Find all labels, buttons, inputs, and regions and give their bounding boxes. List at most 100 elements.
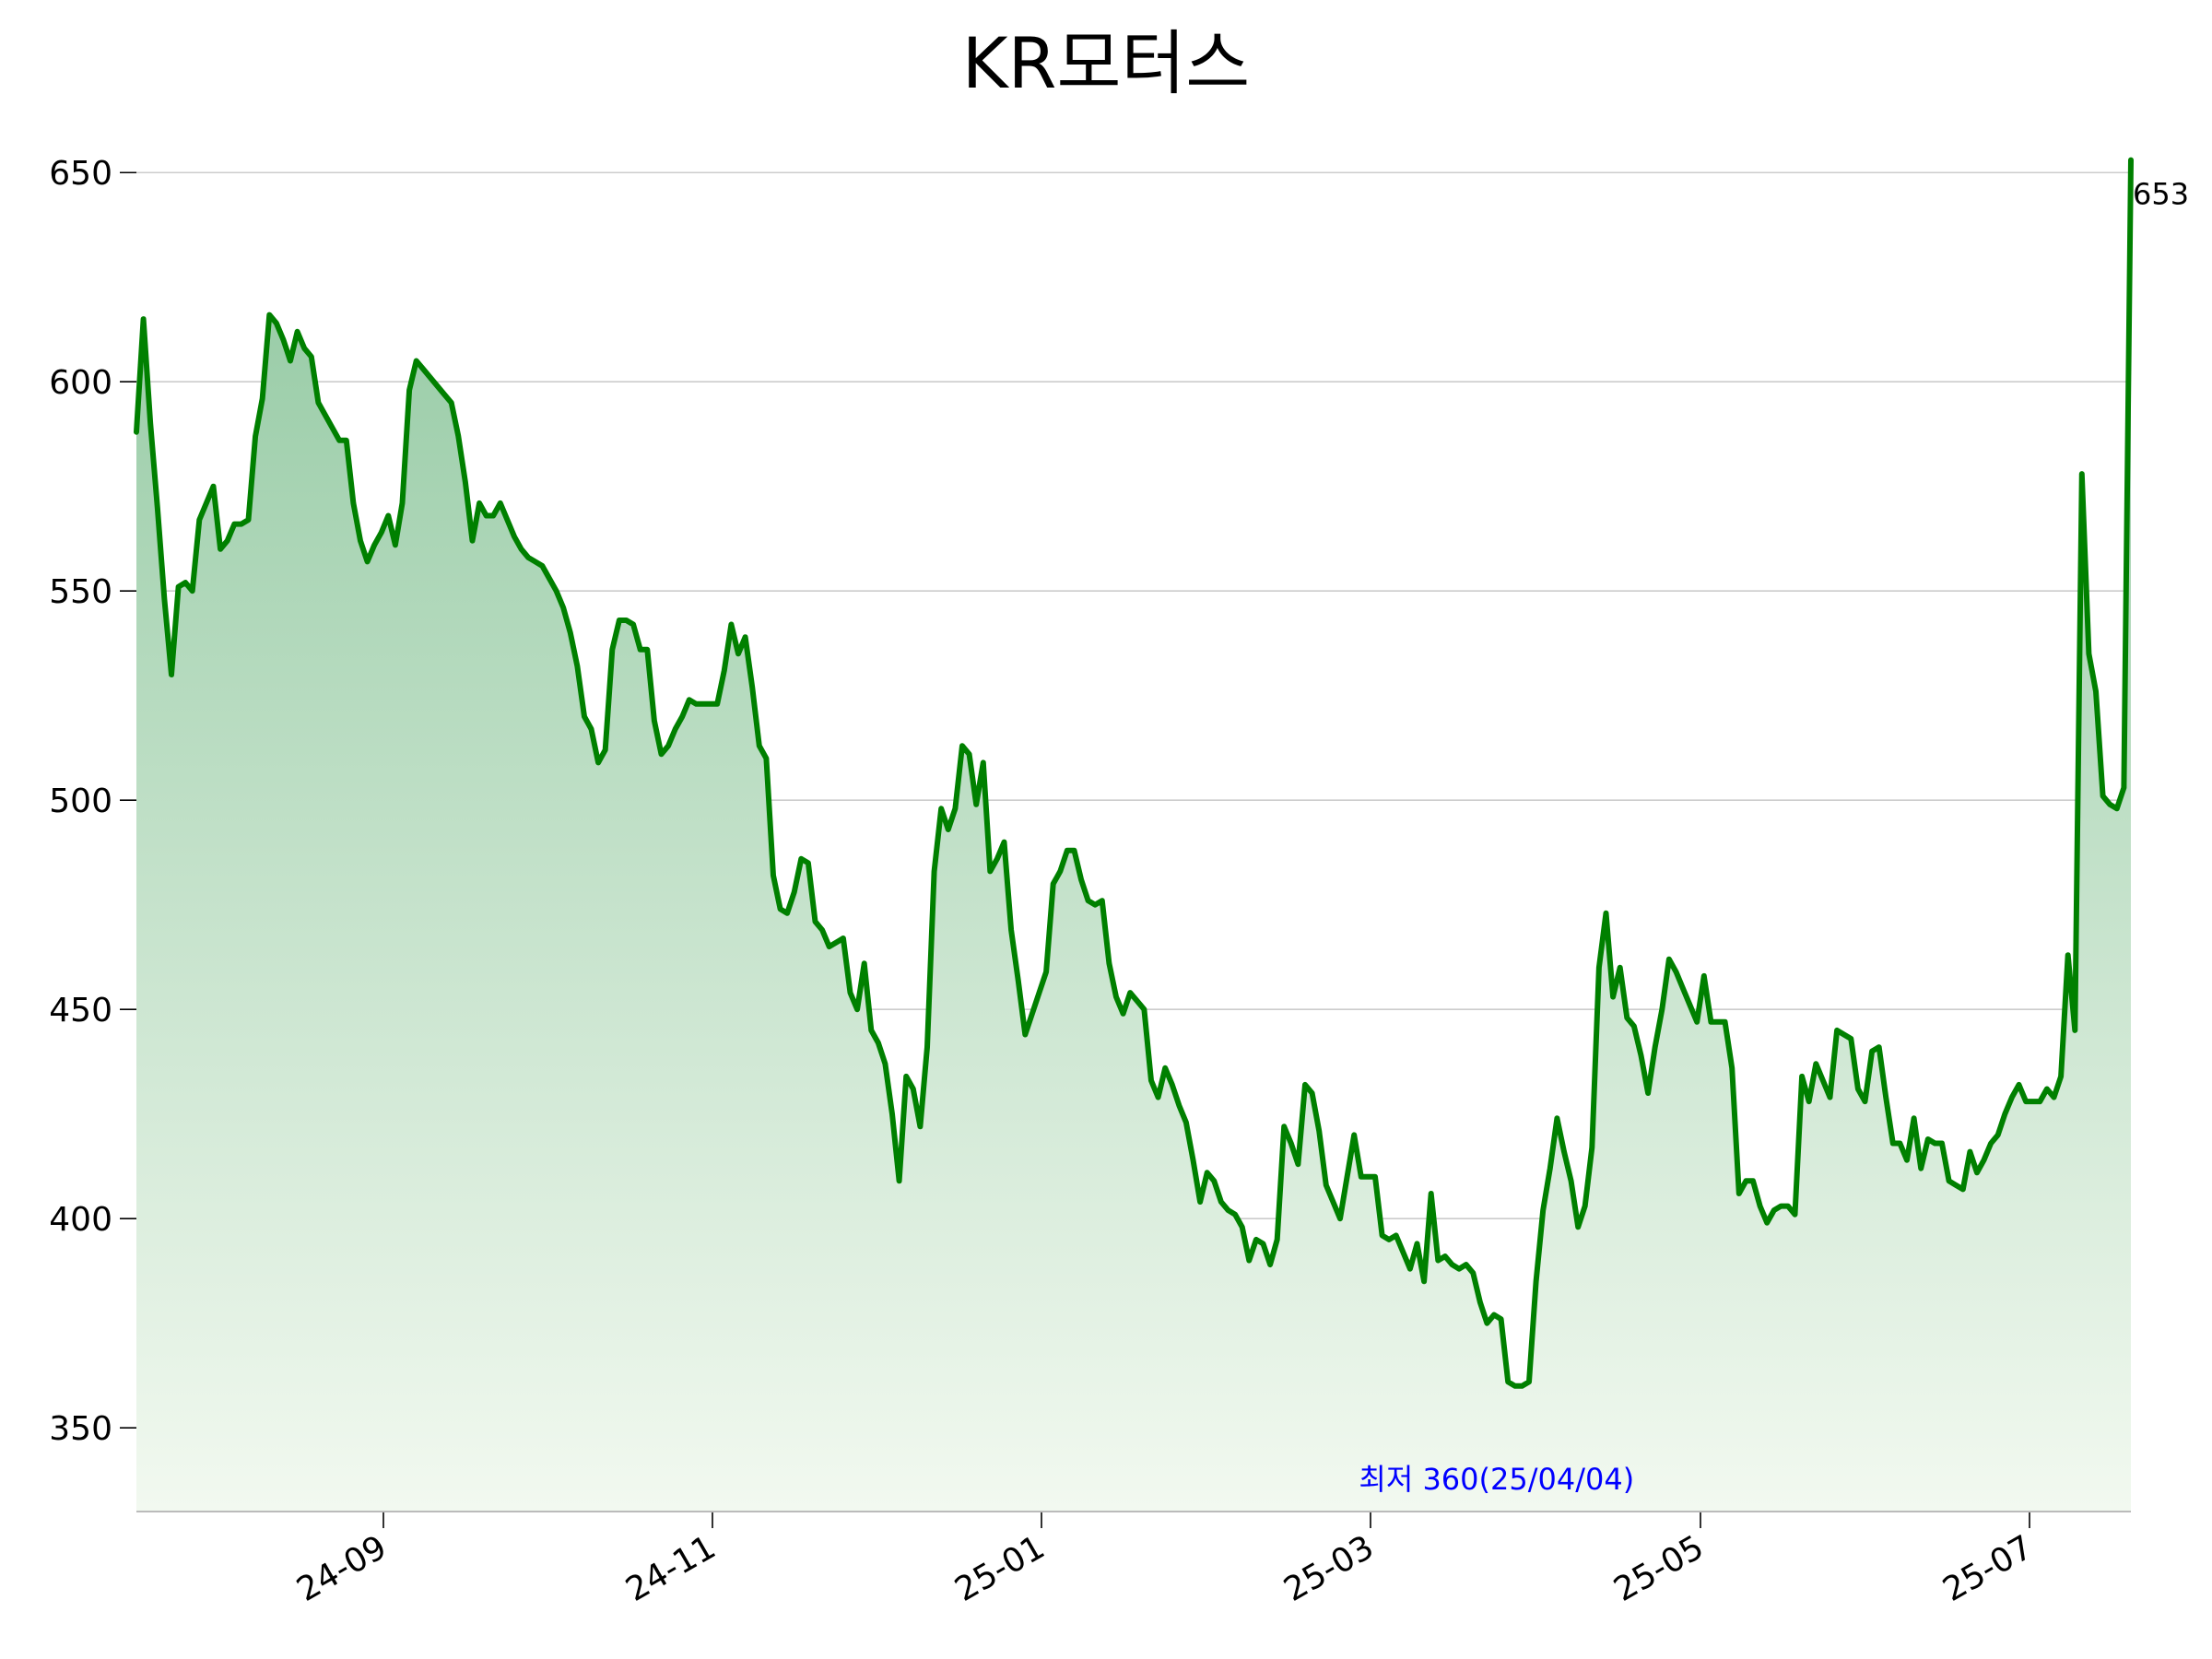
data-point <box>624 618 629 623</box>
data-point <box>182 580 188 585</box>
data-point <box>959 743 965 748</box>
data-point <box>1295 1161 1300 1167</box>
data-point <box>2093 688 2099 694</box>
data-point <box>1688 1003 1693 1008</box>
data-point <box>1758 1204 1763 1209</box>
data-point <box>301 346 307 351</box>
data-point <box>2030 1099 2036 1104</box>
data-point <box>1386 1237 1392 1242</box>
data-point <box>1275 1237 1280 1242</box>
data-point <box>1610 994 1616 1000</box>
data-point <box>1589 1145 1594 1150</box>
data-point <box>2086 651 2091 656</box>
data-point <box>420 367 426 372</box>
data-point <box>1491 1312 1497 1318</box>
data-point <box>547 576 552 582</box>
data-point <box>1442 1253 1448 1259</box>
data-point <box>554 588 559 594</box>
data-point <box>1261 1241 1266 1246</box>
data-point <box>350 500 356 506</box>
data-point <box>1022 1032 1028 1038</box>
data-point <box>722 668 727 674</box>
data-point <box>882 1061 888 1066</box>
data-point <box>1226 1207 1231 1213</box>
data-point <box>477 500 482 506</box>
data-point <box>239 522 244 527</box>
data-point <box>1708 1019 1713 1025</box>
data-point <box>1281 1124 1287 1129</box>
data-point <box>854 1006 860 1012</box>
data-point <box>1877 1044 1882 1050</box>
data-point <box>2009 1095 2015 1100</box>
data-point <box>1575 1224 1581 1230</box>
data-point <box>204 500 209 506</box>
data-point <box>1324 1182 1329 1188</box>
data-point <box>1960 1186 1966 1192</box>
data-point <box>1330 1199 1335 1205</box>
data-point <box>617 618 622 623</box>
data-point <box>1072 848 1077 853</box>
data-point <box>784 911 790 916</box>
last-value-annotation: 653 <box>2133 177 2189 212</box>
data-point <box>365 559 371 564</box>
data-point <box>406 387 412 393</box>
data-point <box>1008 927 1014 933</box>
data-point <box>1701 973 1707 979</box>
data-point <box>1639 1053 1644 1058</box>
data-point <box>428 375 433 381</box>
data-point <box>603 747 608 753</box>
data-point <box>1694 1019 1700 1025</box>
data-point <box>1771 1207 1777 1213</box>
data-point <box>1953 1182 1959 1188</box>
data-point <box>2023 1099 2029 1104</box>
data-point <box>1156 1095 1161 1100</box>
data-point <box>141 316 147 322</box>
data-point <box>1512 1383 1518 1389</box>
data-point <box>1267 1262 1273 1267</box>
data-point <box>2128 158 2134 163</box>
data-point <box>1464 1262 1469 1267</box>
data-point <box>1456 1266 1462 1272</box>
data-point <box>484 513 489 519</box>
data-point <box>1043 969 1049 974</box>
data-point <box>393 542 398 547</box>
data-point <box>323 413 328 418</box>
data-point <box>225 538 230 544</box>
data-point <box>1205 1170 1210 1175</box>
data-point <box>1883 1095 1888 1100</box>
data-point <box>708 701 713 707</box>
data-point <box>1135 998 1140 1004</box>
data-point <box>1484 1321 1489 1326</box>
data-point <box>1232 1212 1238 1218</box>
data-point <box>848 990 853 995</box>
data-point <box>134 429 139 435</box>
data-point <box>1086 898 1091 903</box>
data-point <box>806 860 811 865</box>
data-point <box>155 504 160 510</box>
data-point <box>455 433 461 439</box>
data-point <box>1183 1120 1189 1125</box>
data-point <box>1841 1032 1847 1038</box>
data-point <box>1624 1015 1630 1020</box>
data-point <box>917 1124 923 1129</box>
x-tick-label: 24-11 <box>619 1528 722 1609</box>
data-point <box>1407 1266 1413 1272</box>
data-point <box>1729 1065 1735 1071</box>
data-point <box>1240 1224 1245 1230</box>
data-point <box>2037 1099 2042 1104</box>
y-tick-label: 500 <box>49 782 112 820</box>
data-point <box>281 337 287 343</box>
data-point <box>1218 1199 1224 1205</box>
data-point <box>1002 840 1007 845</box>
data-point <box>1429 1191 1434 1196</box>
data-point <box>749 685 755 690</box>
data-point <box>1351 1132 1357 1137</box>
data-point <box>714 701 720 707</box>
data-point <box>582 713 587 719</box>
data-point <box>1596 965 1602 971</box>
data-point <box>644 647 650 653</box>
data-point <box>1904 1158 1910 1163</box>
y-tick-label: 350 <box>49 1410 112 1448</box>
data-point <box>309 354 314 359</box>
data-point <box>1723 1019 1728 1025</box>
